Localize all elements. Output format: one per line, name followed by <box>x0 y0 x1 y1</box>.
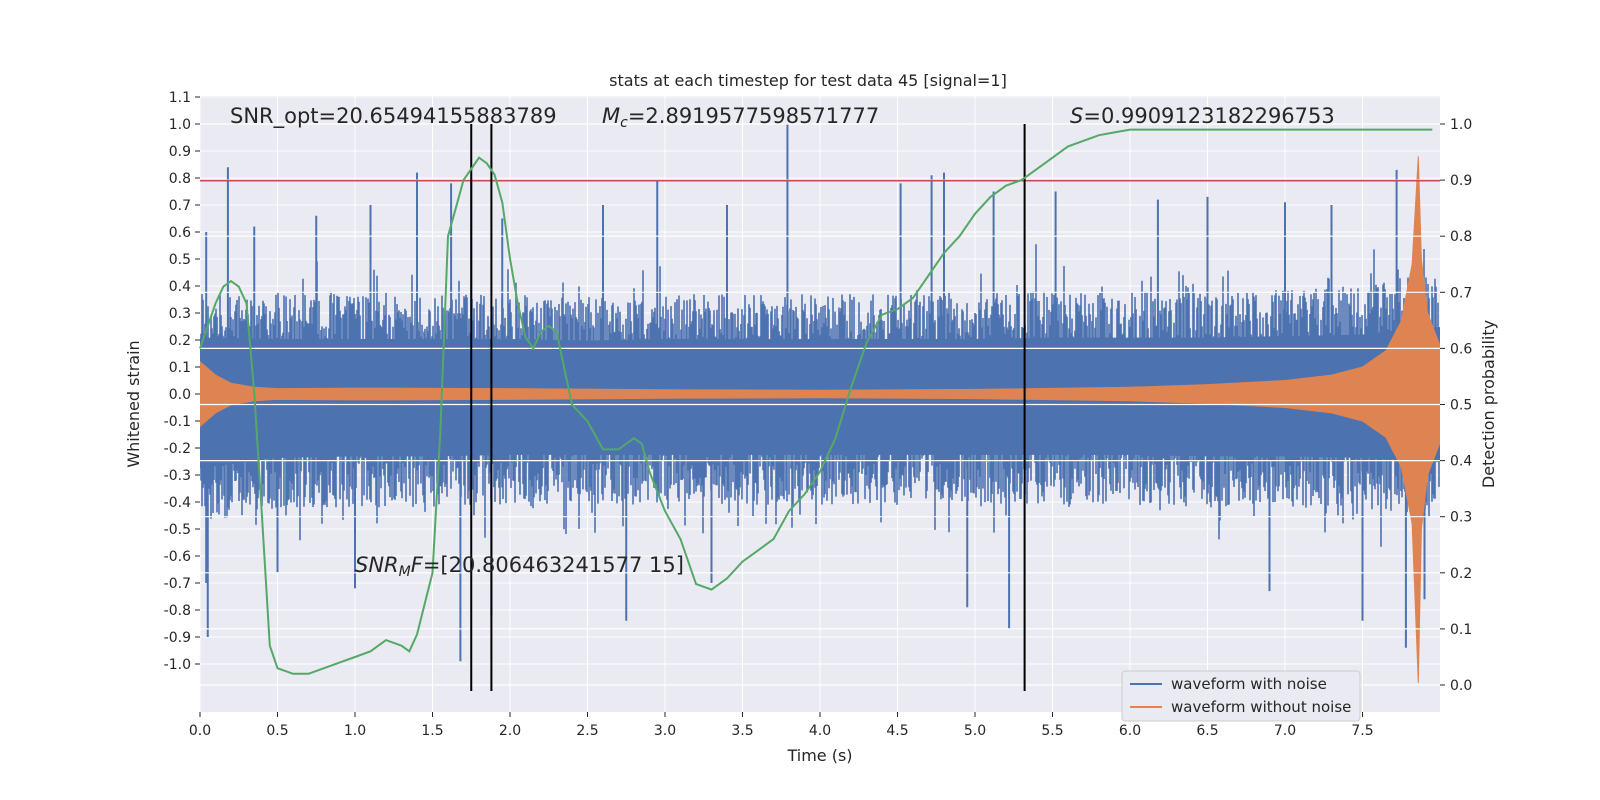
snr-opt-annotation: SNR_opt=20.65494155883789 <box>230 104 557 129</box>
snr-mf-symbol: SNR <box>355 553 399 577</box>
x-tick-label: 6.5 <box>1196 723 1218 739</box>
y-right-tick-label: 0.3 <box>1450 510 1472 526</box>
y-right-tick-label: 1.0 <box>1450 117 1472 133</box>
x-tick-label: 4.5 <box>886 723 908 739</box>
y-left-tick-label: 0.5 <box>169 252 191 268</box>
y-right-tick-label: 0.4 <box>1450 454 1472 470</box>
s-symbol: S <box>1070 104 1083 128</box>
x-tick-label: 5.0 <box>964 723 986 739</box>
y-right-tick-label: 0.9 <box>1450 173 1472 189</box>
mc-subscript: c <box>620 115 628 131</box>
y-left-tick-label: 1.1 <box>169 90 191 106</box>
y-left-tick-label: -0.8 <box>164 603 191 619</box>
y-axis-label-left: Whitened strain <box>124 340 143 467</box>
x-tick-label: 6.0 <box>1119 723 1141 739</box>
y-left-tick-label: -0.7 <box>164 576 191 592</box>
y-left-tick-label: -0.5 <box>164 522 191 538</box>
y-left-tick-label: -0.6 <box>164 549 191 565</box>
x-axis-label: Time (s) <box>786 746 852 765</box>
x-tick-label: 7.5 <box>1351 723 1373 739</box>
series-waveform-without-noise <box>200 156 1440 683</box>
mc-symbol: M <box>602 104 620 128</box>
y-right-tick-label: 0.5 <box>1450 398 1472 414</box>
snr-mf-annotation: SNRMF=[20.806463241577 15] <box>355 553 684 580</box>
mc-value: =2.8919577598571777 <box>628 104 879 128</box>
y-right-tick-label: 0.1 <box>1450 622 1472 638</box>
y-left-tick-label: 0.2 <box>169 333 191 349</box>
y-left-tick-label: 0.9 <box>169 144 191 160</box>
y-right-tick-label: 0.8 <box>1450 229 1472 245</box>
y-left-tick-label: 0.8 <box>169 171 191 187</box>
y-left-tick-label: 0.4 <box>169 279 191 295</box>
y-left-tick-label: -0.4 <box>164 495 191 511</box>
x-tick-label: 7.0 <box>1274 723 1296 739</box>
y-left-tick-label: 0.6 <box>169 225 191 241</box>
y-right-tick-label: 0.2 <box>1450 566 1472 582</box>
snr-mf-symbol2: F <box>411 553 424 577</box>
y-left-tick-label: -0.2 <box>164 441 191 457</box>
chart-title: stats at each timestep for test data 45 … <box>609 71 1007 90</box>
x-tick-label: 5.5 <box>1041 723 1063 739</box>
x-tick-label: 0.0 <box>189 723 211 739</box>
y-left-tick-label: 0.3 <box>169 306 191 322</box>
y-left-tick-label: -1.0 <box>164 657 191 673</box>
s-value: =0.9909123182296753 <box>1083 104 1334 128</box>
y-right-tick-label: 0.0 <box>1450 678 1472 694</box>
x-tick-label: 0.5 <box>266 723 288 739</box>
x-tick-label: 3.5 <box>731 723 753 739</box>
snr-mf-value: =[20.806463241577 15] <box>423 553 684 577</box>
snr-mf-subscript: M <box>399 564 411 580</box>
x-tick-label: 1.0 <box>344 723 366 739</box>
legend-box <box>1121 670 1361 722</box>
y-left-tick-label: -0.9 <box>164 630 191 646</box>
x-tick-label: 1.5 <box>421 723 443 739</box>
y-left-tick-label: 1.0 <box>169 117 191 133</box>
legend-label-clean: waveform without noise <box>1171 698 1351 716</box>
y-axis-label-right: Detection probability <box>1479 320 1498 488</box>
y-right-tick-label: 0.7 <box>1450 285 1472 301</box>
y-left-tick-label: -0.1 <box>164 414 191 430</box>
mc-annotation: Mc=2.8919577598571777 <box>602 104 879 131</box>
y-left-tick-label: -0.3 <box>164 468 191 484</box>
s-annotation: S=0.9909123182296753 <box>1070 104 1335 128</box>
x-tick-label: 4.0 <box>809 723 831 739</box>
y-left-tick-label: 0.7 <box>169 198 191 214</box>
x-tick-label: 2.0 <box>499 723 521 739</box>
y-left-tick-label: 0.1 <box>169 360 191 376</box>
legend-label-noise: waveform with noise <box>1171 675 1327 693</box>
x-tick-label: 2.5 <box>576 723 598 739</box>
y-right-tick-label: 0.6 <box>1450 341 1472 357</box>
x-tick-label: 3.0 <box>654 723 676 739</box>
series-detection-probability <box>199 128 1433 675</box>
legend: waveform with noise waveform without noi… <box>1121 670 1361 722</box>
y-left-tick-label: 0.0 <box>169 387 191 403</box>
